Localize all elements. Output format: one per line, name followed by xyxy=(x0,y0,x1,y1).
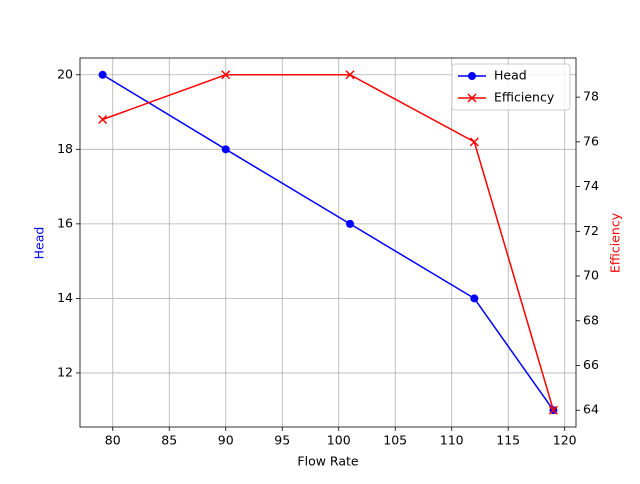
y-tick-label: 20 xyxy=(57,66,73,81)
y-tick-label: 14 xyxy=(57,290,73,305)
series-line xyxy=(102,74,555,411)
x-axis-label: Flow Rate xyxy=(297,454,358,469)
y2-tick-label: 72 xyxy=(583,223,599,238)
series-line xyxy=(102,74,555,411)
y2-tick-label: 76 xyxy=(583,133,599,148)
legend-marker xyxy=(468,72,476,80)
y2-tick-label: 68 xyxy=(583,312,599,327)
y-tick-label: 16 xyxy=(57,215,73,230)
point xyxy=(98,114,108,125)
point xyxy=(470,294,479,303)
y2-tick-label: 78 xyxy=(583,89,599,104)
y2-tick-label: 70 xyxy=(583,268,599,283)
legend-label: Head xyxy=(494,68,527,83)
x-tick-label: 85 xyxy=(161,433,177,448)
point xyxy=(98,70,107,79)
point xyxy=(346,219,355,228)
y2-tick-label: 64 xyxy=(583,402,599,417)
x-tick-label: 115 xyxy=(496,433,520,448)
y-axis-label: Head xyxy=(32,227,47,260)
point xyxy=(221,145,230,154)
x-tick-label: 100 xyxy=(327,433,351,448)
y-tick-label: 18 xyxy=(57,141,73,156)
point xyxy=(469,137,479,147)
x-tick-label: 90 xyxy=(218,433,234,448)
legend-label: Efficiency xyxy=(494,90,555,105)
y2-tick-label: 66 xyxy=(583,357,599,372)
legend-marker xyxy=(467,93,477,103)
point xyxy=(221,70,231,80)
x-tick-label: 120 xyxy=(553,433,577,448)
x-tick-label: 105 xyxy=(383,433,407,448)
plot-frame xyxy=(79,57,577,428)
point xyxy=(548,405,558,415)
x-tick-label: 80 xyxy=(105,433,121,448)
y2-tick-label: 74 xyxy=(583,178,599,193)
x-tick-label: 95 xyxy=(274,433,290,448)
y-tick-label: 12 xyxy=(57,364,73,379)
y2-axis-label: Efficiency xyxy=(608,212,623,273)
x-tick-label: 110 xyxy=(440,433,464,448)
legend: Head Efficiency xyxy=(451,63,571,111)
point xyxy=(345,70,355,80)
